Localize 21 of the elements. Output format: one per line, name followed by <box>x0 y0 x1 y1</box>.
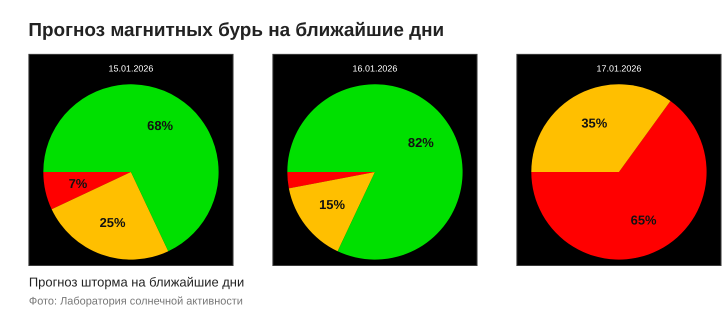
data-label: 25% <box>100 215 126 230</box>
chart-title: 16.01.2026 <box>352 63 398 74</box>
data-label: 68% <box>147 118 174 134</box>
pie-slice <box>52 172 168 260</box>
pie-slice <box>287 172 375 188</box>
pie-slice <box>43 84 219 252</box>
pie-slice <box>531 101 706 260</box>
text: Прогноз магнитных бурь на ближайшие дни <box>28 20 444 42</box>
text: Фото: Лаборатория солнечной активности <box>28 295 243 308</box>
data-label: 35% <box>581 116 608 131</box>
chart-title: 15.01.2026 <box>108 63 154 74</box>
chart-title: 17.01.2026 <box>596 63 642 74</box>
pie-slice <box>288 172 375 252</box>
text: Прогноз шторма на ближайшие дни <box>28 274 244 290</box>
data-label: 82% <box>408 134 434 150</box>
pie-slice <box>287 84 462 260</box>
pie-slice <box>531 84 670 172</box>
data-label: 65% <box>630 212 658 228</box>
data-label: 7% <box>68 176 88 191</box>
pie-slice <box>43 172 131 210</box>
data-label: 15% <box>319 197 346 212</box>
